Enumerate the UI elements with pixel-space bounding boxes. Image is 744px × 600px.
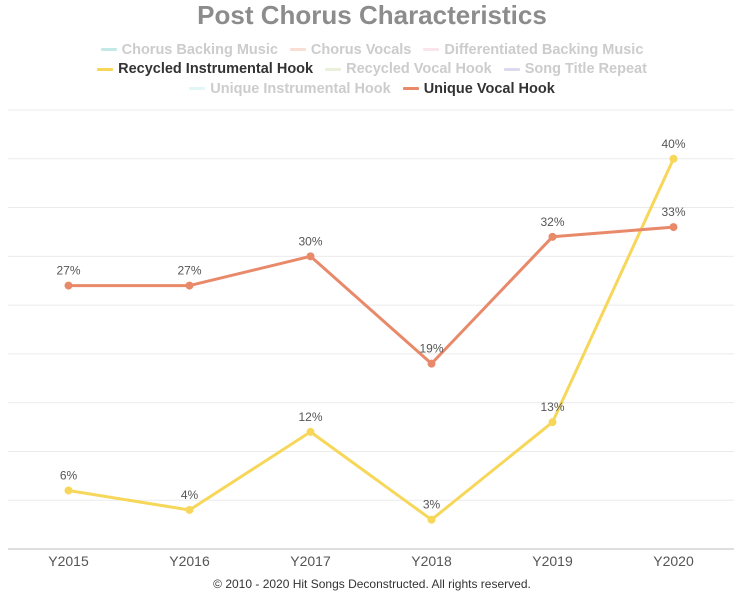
legend-swatch [100,48,117,52]
data-point [669,223,678,232]
grid-lines [8,109,734,501]
x-tick-label: Y2015 [48,553,89,569]
legend-label: Chorus Backing Music [121,41,278,58]
data-label: 12% [298,410,322,424]
x-tick-label: Y2017 [290,553,331,569]
data-labels: 6% 4% 12% 3% 13% 40% 27% 27% 30% 19% 32% 33% [56,137,685,512]
data-label: 33% [661,205,685,219]
legend-item[interactable]: Chorus Backing Music [100,41,278,58]
data-label: 13% [540,400,564,414]
data-point [427,515,436,524]
data-label: 27% [56,264,80,278]
x-tick-label: Y2019 [532,553,573,569]
data-point [185,281,194,290]
legend-label: Differentiated Backing Music [444,41,644,58]
legend-swatch [325,67,342,71]
data-label: 6% [60,468,78,482]
line-chart: Y2015 Y2016 Y2017 Y2018 Y2019 Y2020 6% 4% 12% 3%… [8,109,734,569]
series-lines [67,157,675,522]
legend-swatch [503,67,520,71]
data-label: 4% [181,488,199,502]
data-label: 32% [540,215,564,229]
data-point [306,427,315,436]
x-tick-label: Y2020 [653,553,694,569]
legend-swatch [97,67,114,71]
legend-item[interactable]: Recycled Instrumental Hook [97,61,313,77]
legend-swatch [189,87,206,91]
x-tick-label: Y2018 [411,553,452,569]
legend-row: Recycled Instrumental Hook Recycled Vocal… [0,60,744,80]
legend-label: Unique Vocal Hook [423,80,555,97]
data-label: 3% [423,498,441,512]
chart-legend: Chorus Backing Music Chorus Vocals Differe… [0,40,744,99]
legend-row: Chorus Backing Music Chorus Vocals Differe… [0,40,744,60]
data-label: 30% [298,234,322,248]
data-point [64,281,73,290]
series-line [67,157,675,522]
data-point [669,154,678,163]
copyright-footer: © 2010 - 2020 Hit Songs Deconstructed. A… [213,577,531,591]
data-points [64,154,678,524]
legend-label: Recycled Instrumental Hook [118,61,314,78]
data-point [306,252,315,261]
data-point [185,505,194,514]
legend-item[interactable]: Song Title Repeat [503,61,647,78]
chart-title: Post Chorus Characteristics [197,0,547,30]
legend-swatch [402,87,419,91]
data-point [548,418,557,427]
x-tick-label: Y2016 [169,553,210,569]
data-label: 27% [177,264,201,278]
legend-item[interactable]: Unique Vocal Hook [402,80,555,97]
legend-item[interactable]: Unique Instrumental Hook [189,80,391,97]
legend-label: Unique Instrumental Hook [210,80,391,97]
data-point [64,486,73,495]
legend-label: Chorus Vocals [310,41,412,58]
data-label: 19% [419,342,443,356]
legend-row: Unique Instrumental Hook Unique Vocal Hoo… [0,79,744,99]
data-point [427,359,436,368]
legend-label: Song Title Repeat [524,61,647,78]
data-label: 40% [661,137,685,151]
legend-item[interactable]: Chorus Vocals [289,41,412,58]
legend-swatch [423,48,440,52]
x-axis: Y2015 Y2016 Y2017 Y2018 Y2019 Y2020 [8,548,734,569]
series-line [67,225,675,366]
legend-label: Recycled Vocal Hook [346,61,492,78]
legend-item[interactable]: Recycled Vocal Hook [325,61,492,77]
legend-item[interactable]: Differentiated Backing Music [423,42,643,58]
data-point [548,232,557,241]
legend-swatch [289,48,306,52]
